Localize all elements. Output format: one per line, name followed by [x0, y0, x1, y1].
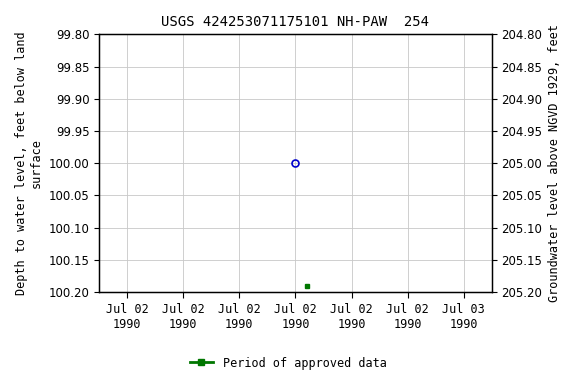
Y-axis label: Depth to water level, feet below land
surface: Depth to water level, feet below land su… — [15, 31, 43, 295]
Title: USGS 424253071175101 NH-PAW  254: USGS 424253071175101 NH-PAW 254 — [161, 15, 430, 29]
Y-axis label: Groundwater level above NGVD 1929, feet: Groundwater level above NGVD 1929, feet — [548, 24, 561, 302]
Legend: Period of approved data: Period of approved data — [185, 352, 391, 374]
